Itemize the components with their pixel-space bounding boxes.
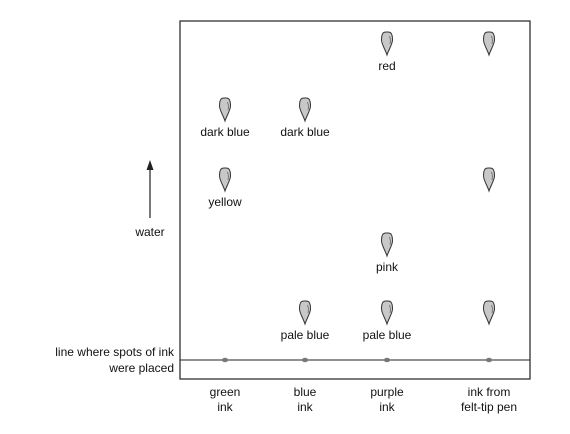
spot-label: yellow [208, 195, 242, 209]
column-label: ink from [468, 385, 511, 399]
origin-spot [383, 357, 391, 363]
spot-label: dark blue [200, 125, 250, 139]
spot-label: dark blue [280, 125, 330, 139]
column-label: blue [294, 385, 317, 399]
ink-spot-highlight [389, 236, 391, 246]
column-label: ink [217, 400, 233, 414]
ink-spot-highlight [389, 304, 391, 314]
ink-spot-highlight [227, 171, 229, 181]
water-direction-arrow [146, 160, 154, 218]
ink-spot [298, 300, 312, 326]
origin-spot [301, 357, 309, 363]
column-label: purple [370, 385, 404, 399]
ink-spot [380, 31, 394, 57]
column-label: felt-tip pen [461, 400, 517, 414]
ink-spot [482, 167, 496, 193]
water-label: water [134, 225, 164, 239]
ink-spot [482, 300, 496, 326]
origin-spot [221, 357, 229, 363]
ink-spot-highlight [389, 35, 391, 45]
ink-spot [482, 31, 496, 57]
spot-label: pale blue [363, 328, 412, 342]
column-label: ink [297, 400, 313, 414]
baseline-label-line-2: were placed [108, 361, 174, 375]
ink-spot [380, 232, 394, 258]
ink-spot-highlight [491, 304, 493, 314]
ink-spot-highlight [307, 101, 309, 111]
ink-spot [380, 300, 394, 326]
ink-spot [218, 167, 232, 193]
spot-label: pale blue [281, 328, 330, 342]
ink-spot-highlight [227, 101, 229, 111]
ink-spot [218, 97, 232, 123]
ink-spot-highlight [491, 171, 493, 181]
ink-spot-highlight [491, 35, 493, 45]
ink-spot-highlight [307, 304, 309, 314]
ink-spot [298, 97, 312, 123]
spot-label: red [378, 59, 395, 73]
origin-spot [485, 357, 493, 363]
spot-label: pink [376, 260, 399, 274]
chromatography-paper [179, 20, 531, 380]
column-label: ink [379, 400, 395, 414]
baseline-label-line-1: line where spots of ink [55, 345, 175, 359]
column-label: green [210, 385, 241, 399]
